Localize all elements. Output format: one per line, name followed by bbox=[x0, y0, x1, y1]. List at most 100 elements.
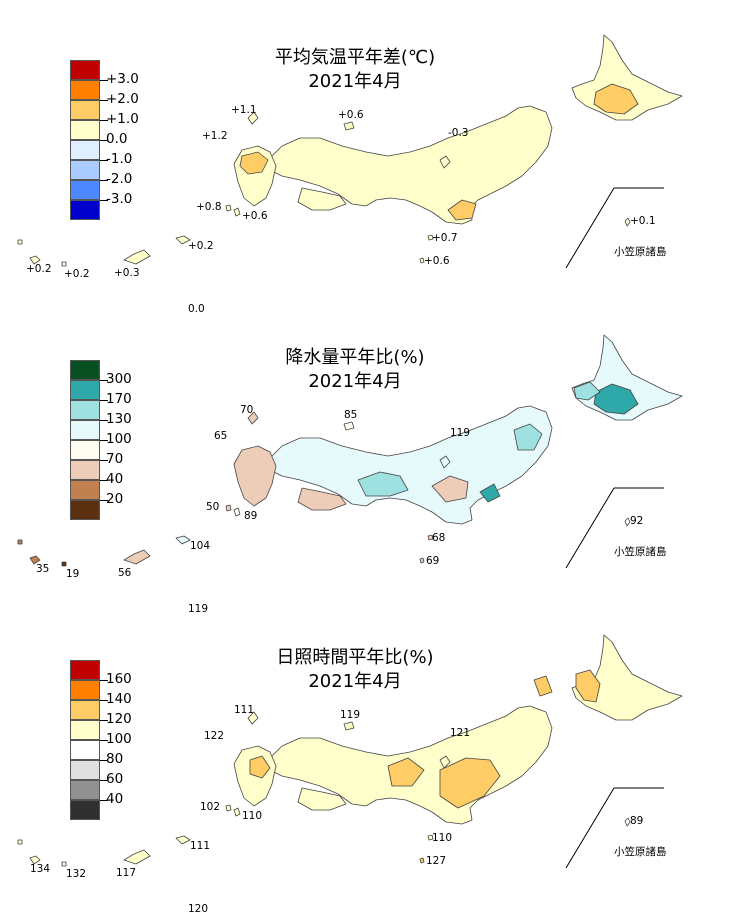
legend-tick bbox=[100, 180, 108, 181]
label-okinawa: 117 bbox=[116, 867, 137, 879]
legend-tick bbox=[100, 200, 108, 201]
label-amami: 111 bbox=[190, 840, 211, 852]
legend-tick bbox=[100, 760, 108, 761]
sado-island bbox=[439, 755, 451, 769]
label-koshiki: 102 bbox=[200, 801, 221, 813]
label-miyakejima: +0.6 bbox=[424, 255, 450, 267]
koshiki-island bbox=[225, 504, 232, 512]
yonaguni-island bbox=[17, 239, 23, 245]
precipitation-title: 降水量平年比(%) bbox=[285, 347, 425, 368]
ogasawara-inset-frame bbox=[565, 487, 664, 569]
precipitation-map bbox=[17, 334, 683, 569]
label-okinawa: +0.3 bbox=[114, 267, 140, 279]
legend-tick bbox=[100, 500, 108, 501]
tsushima-island bbox=[247, 111, 259, 125]
chichijima-island bbox=[624, 217, 631, 227]
label-okinawa: 56 bbox=[118, 567, 132, 579]
ishigaki-island bbox=[29, 255, 41, 265]
tanegashima-island bbox=[233, 507, 241, 517]
legend-tick-label: 140 bbox=[106, 691, 132, 707]
label-sado: -0.3 bbox=[448, 127, 469, 139]
legend-tick bbox=[100, 680, 108, 681]
shikoku-region bbox=[297, 187, 347, 211]
kinki-sun-zone bbox=[387, 757, 425, 787]
legend-tick-label: 130 bbox=[106, 411, 132, 427]
sado-island bbox=[439, 155, 451, 169]
amami-island bbox=[175, 235, 191, 245]
label-amami: +0.2 bbox=[188, 240, 214, 252]
legend-swatch bbox=[70, 480, 100, 500]
label-miyakejima: 69 bbox=[426, 555, 440, 567]
legend-swatch bbox=[70, 740, 100, 760]
temperature-subtitle: 2021年4月 bbox=[308, 71, 402, 92]
temperature-title: 平均気温平年差(℃) bbox=[274, 47, 436, 68]
sunshine-map bbox=[17, 634, 683, 869]
legend-tick-label: +2.0 bbox=[106, 91, 139, 107]
legend-swatch bbox=[70, 660, 100, 680]
legend-tick-label: 40 bbox=[106, 791, 124, 807]
legend-tick-label: 70 bbox=[106, 451, 124, 467]
koshiki-island bbox=[225, 804, 232, 812]
legend-tick bbox=[100, 420, 108, 421]
legend-tick-label: 40 bbox=[106, 471, 124, 487]
label-miyako: +0.2 bbox=[64, 268, 90, 280]
legend-tick-label: 170 bbox=[106, 391, 132, 407]
koshiki-island bbox=[225, 204, 232, 212]
oki-islands bbox=[343, 721, 355, 731]
label-ishigaki: 35 bbox=[36, 563, 50, 575]
legend-tick-label: 60 bbox=[106, 771, 124, 787]
legend-swatch bbox=[70, 440, 100, 460]
label-hachijojima: 68 bbox=[432, 532, 446, 544]
legend-swatch bbox=[70, 420, 100, 440]
kinki-dry-zone bbox=[431, 475, 469, 503]
kanto-anomaly-zone bbox=[447, 199, 477, 221]
ogasawara-label: 小笠原諸島 bbox=[614, 246, 667, 258]
legend-tick-label: -1.0 bbox=[106, 151, 133, 167]
label-sado: 121 bbox=[450, 727, 471, 739]
hachijojima-island bbox=[427, 234, 434, 241]
legend-tick bbox=[100, 100, 108, 101]
label-iki: 122 bbox=[204, 730, 225, 742]
japan-map bbox=[17, 34, 683, 267]
miyakejima-island bbox=[419, 557, 425, 564]
kyushu-sun-zone bbox=[249, 755, 271, 779]
legend-tick-label: +1.0 bbox=[106, 111, 139, 127]
shikoku-region bbox=[297, 787, 347, 811]
label-ishigaki: 134 bbox=[30, 863, 51, 875]
label-oki: 85 bbox=[344, 409, 358, 421]
temperature-map bbox=[17, 34, 683, 269]
sado-island bbox=[439, 455, 451, 469]
label-tanegashima: 110 bbox=[242, 810, 263, 822]
hokkaido-west-zone bbox=[573, 381, 601, 401]
legend-tick bbox=[100, 80, 108, 81]
label-daito: 120 bbox=[188, 903, 209, 915]
legend-tick bbox=[100, 740, 108, 741]
kanto-zone bbox=[479, 483, 501, 503]
oki-islands bbox=[343, 421, 355, 431]
ogasawara-inset-frame bbox=[565, 187, 664, 269]
legend-swatch bbox=[70, 200, 100, 220]
legend-swatch bbox=[70, 760, 100, 780]
label-koshiki: 50 bbox=[206, 501, 220, 513]
miyako-island bbox=[61, 261, 67, 267]
legend-swatch bbox=[70, 80, 100, 100]
hachijojima-island bbox=[427, 834, 434, 841]
legend-tick bbox=[100, 400, 108, 401]
legend-tick bbox=[100, 720, 108, 721]
label-daito: 119 bbox=[188, 603, 209, 615]
legend-tick-label: 300 bbox=[106, 371, 132, 387]
chichijima-island bbox=[624, 517, 631, 527]
okinawa-island bbox=[123, 549, 151, 565]
tohoku-zone bbox=[513, 423, 543, 451]
legend-tick bbox=[100, 120, 108, 121]
legend-tick-label: 100 bbox=[106, 431, 132, 447]
miyako-island bbox=[61, 861, 67, 867]
kyushu-region bbox=[233, 445, 277, 507]
shikoku-region bbox=[297, 487, 347, 511]
label-miyakejima: 127 bbox=[426, 855, 447, 867]
label-tsushima: +1.1 bbox=[231, 104, 257, 116]
label-chichijima: 89 bbox=[630, 815, 644, 827]
ogasawara-label: 小笠原諸島 bbox=[614, 846, 667, 858]
legend-tick-label: 160 bbox=[106, 671, 132, 687]
okinawa-island bbox=[123, 849, 151, 865]
